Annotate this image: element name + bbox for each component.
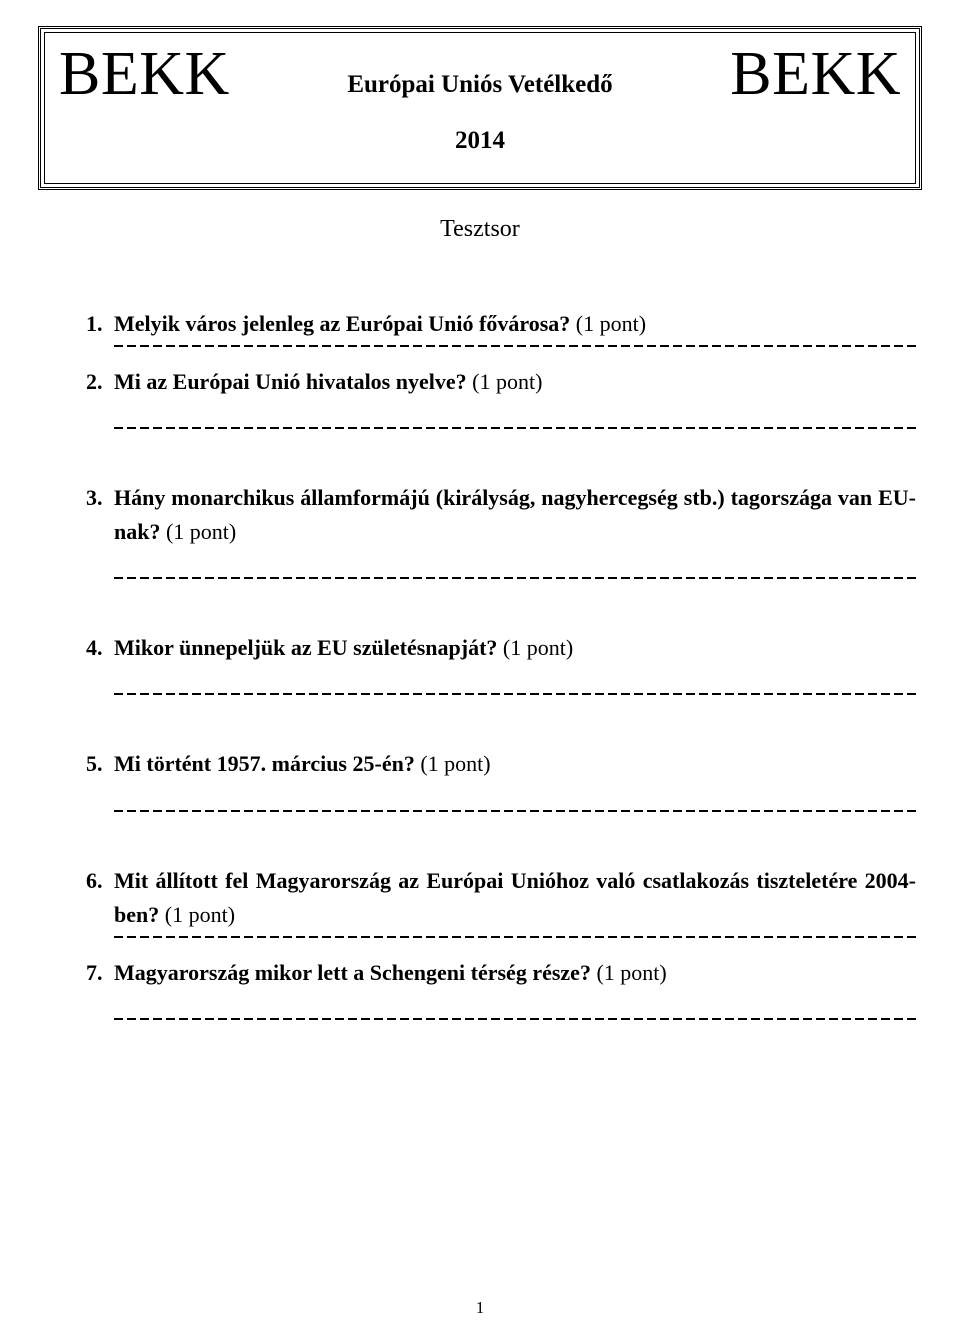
question-points: (1 pont) xyxy=(159,902,235,927)
section-title: Tesztsor xyxy=(38,216,922,243)
question-points: (1 pont) xyxy=(497,635,573,660)
question-2: 2. Mi az Európai Unió hivatalos nyelve? … xyxy=(86,365,916,399)
question-text: Melyik város jelenleg az Európai Unió fő… xyxy=(114,307,916,341)
question-text: Hány monarchikus államformájú (királyság… xyxy=(114,481,916,549)
question-6: 6. Mit állított fel Magyarország az Euró… xyxy=(86,864,916,932)
header-subtitle: Európai Uniós Vetélkedő xyxy=(347,71,612,105)
question-points: (1 pont) xyxy=(467,369,543,394)
question-number: 2. xyxy=(86,365,114,399)
answer-line xyxy=(114,1018,916,1020)
answer-line xyxy=(114,577,916,579)
answer-line xyxy=(114,810,916,812)
answer-line xyxy=(114,345,916,347)
page: BEKK Európai Uniós Vetélkedő BEKK 2014 T… xyxy=(0,0,960,1330)
question-text: Mit állított fel Magyarország az Európai… xyxy=(114,864,916,932)
question-3: 3. Hány monarchikus államformájú (király… xyxy=(86,481,916,549)
page-number: 1 xyxy=(0,1298,960,1318)
question-text: Mi történt 1957. március 25-én? (1 pont) xyxy=(114,747,916,781)
header-row: BEKK Európai Uniós Vetélkedő BEKK xyxy=(59,43,901,105)
question-bold: Magyarország mikor lett a Schengeni térs… xyxy=(114,960,591,985)
question-bold: Mi az Európai Unió hivatalos nyelve? xyxy=(114,369,467,394)
question-number: 4. xyxy=(86,631,114,665)
question-number: 6. xyxy=(86,864,114,932)
header-year: 2014 xyxy=(59,127,901,155)
question-points: (1 pont) xyxy=(570,311,646,336)
question-number: 3. xyxy=(86,481,114,549)
question-number: 1. xyxy=(86,307,114,341)
answer-line xyxy=(114,936,916,938)
question-5: 5. Mi történt 1957. március 25-én? (1 po… xyxy=(86,747,916,781)
question-4: 4. Mikor ünnepeljük az EU születésnapját… xyxy=(86,631,916,665)
question-points: (1 pont) xyxy=(160,519,236,544)
question-bold: Melyik város jelenleg az Európai Unió fő… xyxy=(114,311,570,336)
question-bold: Mi történt 1957. március 25-én? xyxy=(114,751,415,776)
header-frame-inner: BEKK Európai Uniós Vetélkedő BEKK 2014 xyxy=(44,32,916,184)
question-bold: Mikor ünnepeljük az EU születésnapját? xyxy=(114,635,497,660)
question-points: (1 pont) xyxy=(591,960,667,985)
question-text: Mi az Európai Unió hivatalos nyelve? (1 … xyxy=(114,365,916,399)
question-number: 5. xyxy=(86,747,114,781)
answer-line xyxy=(114,693,916,695)
header-frame: BEKK Európai Uniós Vetélkedő BEKK 2014 xyxy=(38,26,922,190)
questions-container: 1. Melyik város jelenleg az Európai Unió… xyxy=(38,307,922,1020)
question-7: 7. Magyarország mikor lett a Schengeni t… xyxy=(86,956,916,990)
question-points: (1 pont) xyxy=(415,751,491,776)
question-number: 7. xyxy=(86,956,114,990)
question-text: Magyarország mikor lett a Schengeni térs… xyxy=(114,956,916,990)
answer-line xyxy=(114,427,916,429)
question-text: Mikor ünnepeljük az EU születésnapját? (… xyxy=(114,631,916,665)
question-1: 1. Melyik város jelenleg az Európai Unió… xyxy=(86,307,916,341)
header-right: BEKK xyxy=(730,43,901,105)
header-left: BEKK xyxy=(59,43,230,105)
